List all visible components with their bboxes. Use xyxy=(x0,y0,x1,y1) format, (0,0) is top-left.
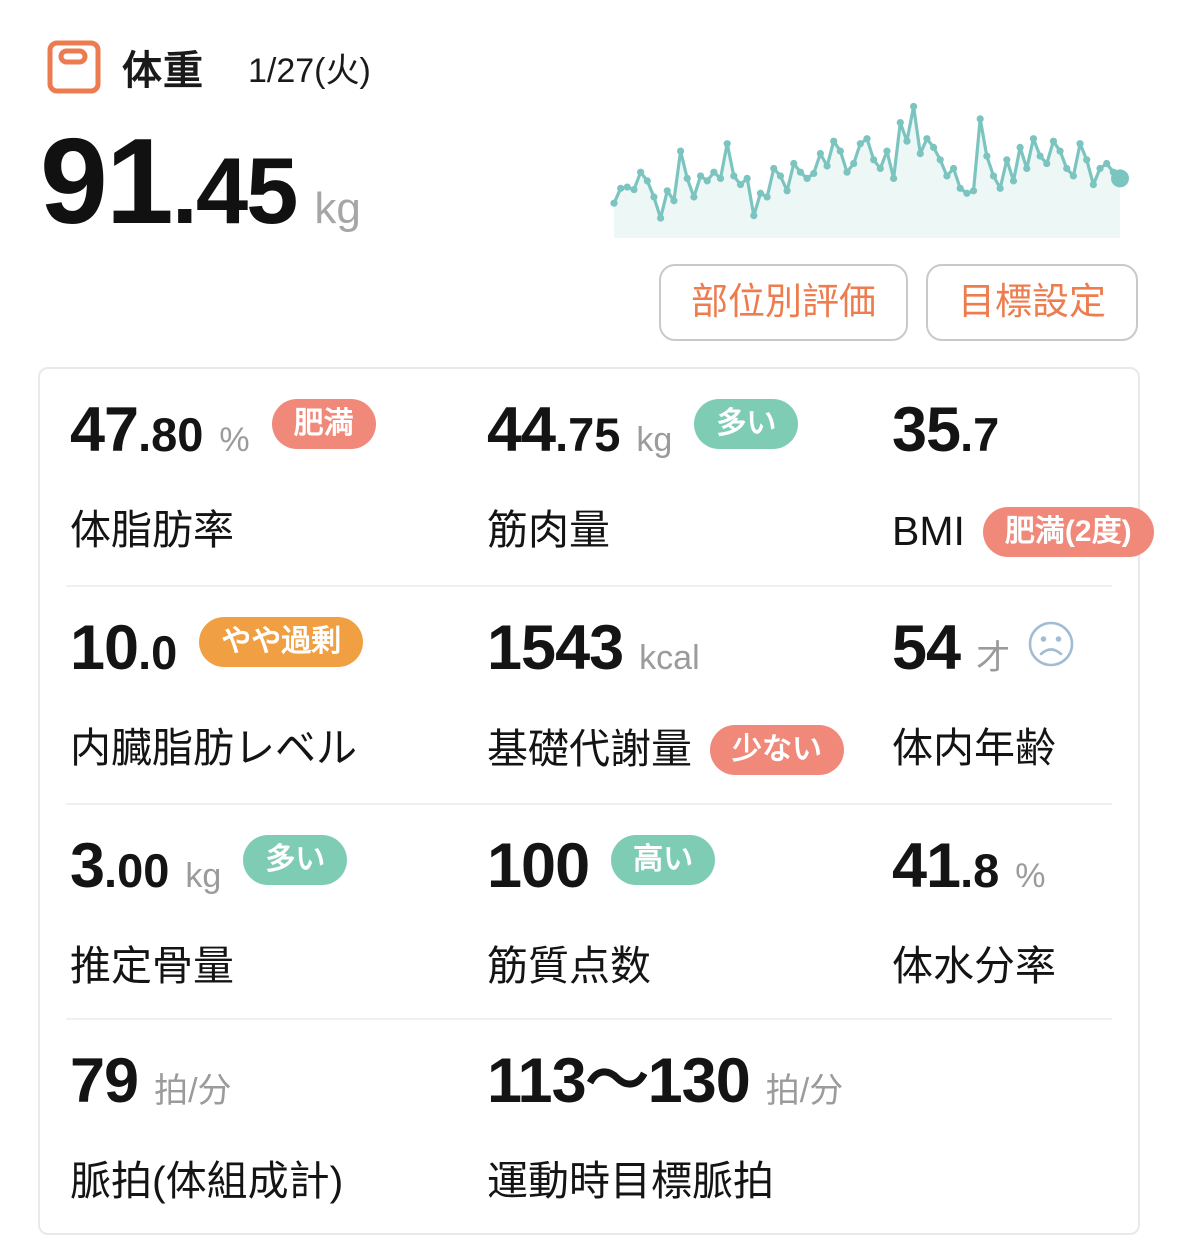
metric-label: 体内年齢 xyxy=(892,724,1056,771)
metric-cell-estimated-bone-mass[interactable]: 3.00 kg 多い 推定骨量 xyxy=(40,834,457,990)
metric-cell-visceral-fat-level[interactable]: 10.0 やや過剰内臓脂肪レベル xyxy=(40,616,457,775)
status-badge: 多い xyxy=(694,398,799,449)
metric-label: 体脂肪率 xyxy=(70,506,234,553)
metric-cell-pulse-body-composition[interactable]: 79 拍/分脈拍(体組成計) xyxy=(40,1045,457,1205)
metric-row: 47.80% 肥満 体脂肪率 44.75 kg 多い 筋肉量 35.7 BMI 肥満(2度) xyxy=(40,369,1154,585)
status-badge: 肥満 xyxy=(271,398,376,449)
metric-row: 3.00 kg 多い 推定骨量 100 高い 筋質点数 41.8% 体水分率 xyxy=(40,805,1138,1018)
metric-unit: 拍/分 xyxy=(154,1071,232,1110)
status-badge: 高い xyxy=(611,834,716,885)
metric-unit: % xyxy=(1015,856,1046,895)
weight-sparkline-chart[interactable] xyxy=(610,98,1130,238)
metric-label: 基礎代謝量 少ない xyxy=(487,724,852,775)
metric-value: 100 高い xyxy=(487,834,852,901)
metric-label: 筋質点数 xyxy=(487,942,651,989)
metric-label: BMI 肥満(2度) xyxy=(892,506,1154,557)
metric-row: 79 拍/分 脈拍(体組成計) 113〜130 拍/分 運動時目標脈拍 xyxy=(40,1020,1138,1233)
metric-cell-exercise-target-pulse[interactable]: 113〜130 拍/分運動時目標脈拍 xyxy=(457,1045,1138,1205)
metric-value: 54 才 xyxy=(892,616,1128,683)
metric-label: 内臓脂肪レベル xyxy=(70,724,357,771)
weight-value-integer: 91 xyxy=(40,113,174,249)
metric-cell-basal-metabolic-rate[interactable]: 1543 kcal 基礎代謝量 少ない xyxy=(457,612,862,775)
status-badge: やや過剰 xyxy=(199,616,364,667)
metric-cell-muscle-mass[interactable]: 44.75 kg 多い 筋肉量 xyxy=(457,398,862,557)
metric-unit: 拍/分 xyxy=(765,1071,844,1110)
metric-label: 脈拍(体組成計) xyxy=(70,1157,344,1204)
metric-cell-bmi[interactable]: 35.7 BMI 肥満(2度) xyxy=(862,394,1164,557)
header: 体重 1/27(火) xyxy=(0,0,1178,96)
metric-cell-body-age[interactable]: 54 才体内年齢 xyxy=(862,616,1138,775)
metric-value: 35.7 xyxy=(892,394,1000,465)
metric-label: 筋肉量 xyxy=(487,506,610,553)
metric-value: 79 拍/分 xyxy=(70,1045,232,1116)
status-badge: 肥満(2度) xyxy=(982,506,1154,557)
part-evaluation-button[interactable]: 部位別評価 xyxy=(659,264,908,341)
metric-value: 44.75 kg 多い xyxy=(487,398,852,465)
page-title: 体重 xyxy=(122,49,204,93)
weight-value: 91 .45 kg xyxy=(40,120,361,242)
metric-label: 体水分率 xyxy=(892,942,1056,989)
metric-unit: kg xyxy=(185,856,222,895)
metric-value: 47.80% 肥満 xyxy=(70,398,447,465)
weight-summary: 91 .45 kg xyxy=(0,98,1178,242)
date-label: 1/27(火) xyxy=(248,51,371,90)
status-badge: 多い xyxy=(243,834,348,885)
body-weight-scale-icon xyxy=(47,40,101,94)
metric-cell-body-water-percentage[interactable]: 41.8% 体水分率 xyxy=(862,830,1138,990)
metric-value: 10.0 やや過剰 xyxy=(70,616,447,683)
metrics-card: 47.80% 肥満 体脂肪率 44.75 kg 多い 筋肉量 35.7 BMI 肥満(2度) 10.… xyxy=(38,366,1154,1235)
metric-value: 1543 kcal xyxy=(487,612,700,683)
goal-setting-button[interactable]: 目標設定 xyxy=(926,264,1138,341)
row-divider xyxy=(66,802,1112,805)
metric-value: 113〜130 拍/分 xyxy=(487,1045,844,1116)
metric-value: 3.00 kg 多い xyxy=(70,834,447,901)
metric-cell-muscle-quality-score[interactable]: 100 高い筋質点数 xyxy=(457,834,862,990)
metric-unit: kg xyxy=(636,420,673,459)
status-badge: 少ない xyxy=(710,724,844,775)
metric-label: 推定骨量 xyxy=(70,942,234,989)
metric-value: 41.8% xyxy=(892,830,1046,901)
weight-value-decimal: .45 xyxy=(171,138,299,243)
metric-unit: % xyxy=(219,420,250,459)
metric-unit: kcal xyxy=(639,638,700,677)
weight-unit: kg xyxy=(314,184,361,233)
row-divider xyxy=(66,1017,1112,1020)
metric-unit: 才 xyxy=(976,638,1011,677)
metric-cell-body-fat-percentage[interactable]: 47.80% 肥満 体脂肪率 xyxy=(40,398,457,557)
sad-face-icon xyxy=(1028,621,1074,666)
row-divider xyxy=(66,584,1112,587)
metric-row: 10.0 やや過剰 内臓脂肪レベル 1543 kcal 基礎代謝量 少ない 54 才体内年齢 xyxy=(40,587,1138,803)
metric-label: 運動時目標脈拍 xyxy=(487,1157,774,1204)
action-buttons: 部位別評価 目標設定 xyxy=(0,264,1178,341)
